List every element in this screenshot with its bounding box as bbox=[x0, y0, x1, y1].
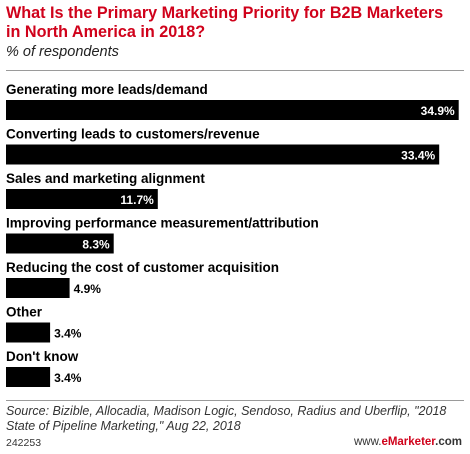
category-label: Converting leads to customers/revenue bbox=[6, 127, 260, 142]
bar bbox=[6, 233, 114, 254]
chart-title: What Is the Primary Marketing Priority f… bbox=[6, 4, 444, 41]
value-label: 3.4% bbox=[54, 327, 82, 341]
category-label: Generating more leads/demand bbox=[6, 82, 208, 97]
value-label: 33.4% bbox=[401, 149, 435, 163]
category-label: Reducing the cost of customer acquisitio… bbox=[6, 260, 279, 275]
chart-subtitle: % of respondents bbox=[6, 44, 119, 60]
bar bbox=[6, 367, 51, 387]
bar bbox=[6, 144, 440, 165]
brand-url[interactable]: www.eMarketer.com bbox=[354, 436, 462, 448]
brand-prefix: www. bbox=[353, 436, 382, 448]
value-label: 34.9% bbox=[421, 104, 455, 118]
chart-id: 242253 bbox=[6, 437, 42, 449]
bar-chart: Generating more leads/demand 34.9% Convert… bbox=[6, 82, 459, 387]
category-label: Sales and marketing alignment bbox=[6, 171, 205, 186]
bar bbox=[6, 100, 459, 120]
top-divider bbox=[6, 70, 464, 71]
value-label: 3.4% bbox=[54, 371, 82, 385]
bar bbox=[6, 322, 51, 343]
value-label: 11.7% bbox=[120, 193, 154, 207]
category-label: Don't know bbox=[6, 349, 79, 364]
value-label: 4.9% bbox=[74, 282, 102, 296]
brand-suffix: .com bbox=[435, 436, 462, 448]
source-note: Source: Bizible, Allocadia, Madison Logi… bbox=[6, 404, 447, 433]
bar bbox=[6, 278, 70, 298]
bar bbox=[6, 189, 158, 209]
category-label: Other bbox=[6, 305, 43, 320]
bottom-divider bbox=[6, 400, 464, 401]
value-label: 8.3% bbox=[82, 238, 110, 252]
brand-name: eMarketer bbox=[381, 436, 436, 448]
category-label: Improving performance measurement/attrib… bbox=[6, 216, 319, 231]
